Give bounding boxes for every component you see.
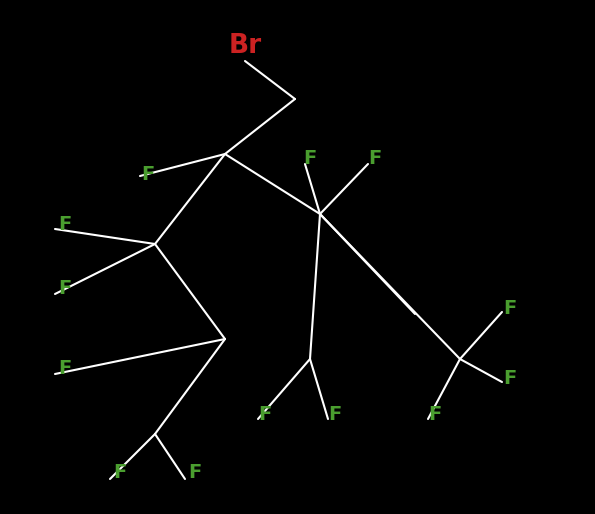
Text: F: F xyxy=(368,150,381,169)
Text: Br: Br xyxy=(228,33,262,59)
Text: F: F xyxy=(328,405,342,424)
Text: F: F xyxy=(503,370,516,389)
Text: F: F xyxy=(58,214,71,233)
Text: F: F xyxy=(503,300,516,319)
Text: F: F xyxy=(303,150,317,169)
Text: F: F xyxy=(258,405,272,424)
Text: F: F xyxy=(189,463,202,482)
Text: F: F xyxy=(114,463,127,482)
Text: F: F xyxy=(58,280,71,299)
Text: F: F xyxy=(142,164,155,183)
Text: F: F xyxy=(58,359,71,378)
Text: F: F xyxy=(428,405,441,424)
